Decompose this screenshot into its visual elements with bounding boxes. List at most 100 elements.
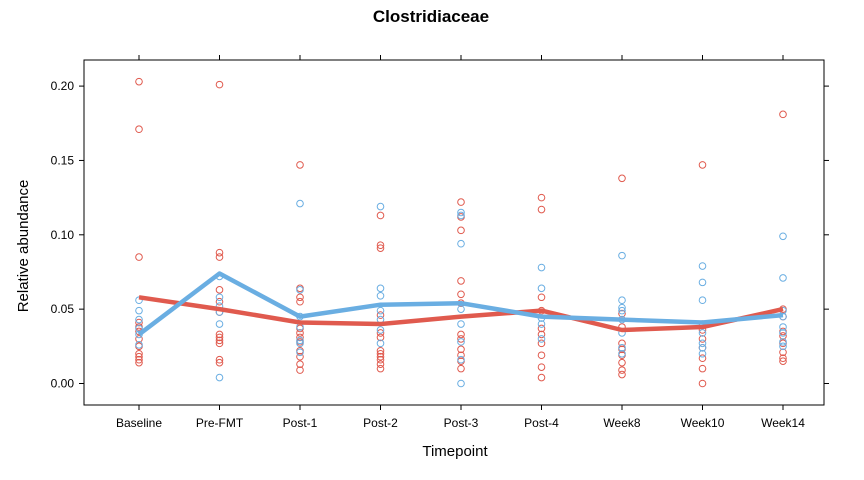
data-point-blue (215, 373, 224, 382)
data-point-red (296, 161, 304, 169)
data-point-blue (135, 341, 143, 349)
data-point-blue (618, 303, 626, 312)
y-tick-label: 0.15 (51, 153, 75, 167)
y-tick-label: 0.05 (51, 302, 75, 316)
data-point-red (376, 360, 385, 368)
data-point-blue (376, 306, 385, 315)
data-point-red (296, 333, 304, 342)
data-point-red (618, 370, 626, 379)
data-point-red (618, 174, 626, 183)
data-point-blue (457, 338, 465, 346)
data-point-blue (779, 274, 787, 282)
data-point-blue (618, 344, 626, 352)
data-point-blue (698, 344, 707, 352)
data-point-red (215, 355, 224, 364)
y-tick-label: 0.10 (51, 228, 75, 242)
data-point-red (698, 161, 707, 169)
data-point-blue (296, 286, 304, 294)
x-tick-label: Week14 (761, 416, 805, 430)
data-point-blue (618, 306, 626, 315)
y-axis-title: Relative abundance (15, 180, 32, 313)
x-tick-label: Post-1 (283, 416, 318, 430)
x-axis-title: Timepoint (422, 443, 488, 460)
y-tick-label: 0.00 (51, 377, 75, 391)
data-point-blue (537, 284, 546, 293)
data-point-blue (698, 278, 707, 287)
plot-frame (83, 59, 825, 406)
data-point-red (296, 293, 304, 302)
data-point-red (135, 77, 143, 86)
data-point-red (537, 205, 546, 214)
data-point-red (457, 345, 465, 354)
data-point-red (215, 336, 224, 345)
data-point-red (457, 351, 465, 360)
data-point-blue (698, 349, 707, 358)
data-point-blue (135, 306, 143, 315)
data-point-red (135, 335, 143, 343)
data-point-red (376, 333, 385, 342)
data-point-blue (457, 208, 465, 217)
data-point-red (296, 329, 304, 337)
data-point-red (376, 211, 385, 220)
data-point-red (779, 348, 787, 357)
data-point-blue (215, 320, 224, 328)
data-point-blue (376, 284, 385, 293)
data-point-red (618, 339, 626, 348)
data-point-blue (698, 262, 707, 270)
data-point-red (779, 332, 787, 340)
data-point-red (215, 80, 224, 89)
data-point-blue (457, 379, 465, 388)
data-point-red (376, 346, 385, 355)
data-point-red (296, 366, 304, 374)
data-point-red (537, 193, 546, 202)
data-point-red (698, 379, 707, 388)
x-tick-label: Post-4 (524, 416, 559, 430)
data-point-red (215, 297, 224, 306)
data-point-red (537, 293, 546, 302)
data-point-red (457, 330, 465, 339)
data-point-blue (779, 323, 787, 331)
chart-title: Clostridiaceae (373, 7, 489, 26)
data-point-blue (698, 329, 707, 337)
data-point-red (215, 339, 224, 348)
data-point-red (376, 355, 385, 364)
data-point-red (779, 357, 787, 365)
data-point-red (537, 373, 546, 382)
data-point-red (537, 339, 546, 348)
data-point-red (457, 290, 465, 299)
data-point-red (135, 355, 143, 364)
data-point-red (779, 354, 787, 363)
data-point-red (457, 198, 465, 206)
x-tick-label: Baseline (116, 416, 162, 430)
data-point-red (296, 360, 304, 368)
x-tick-label: Week10 (681, 416, 725, 430)
data-point-red (618, 309, 626, 318)
data-point-red (779, 110, 787, 119)
data-point-blue (376, 339, 385, 348)
data-point-red (215, 330, 224, 339)
data-point-red (457, 364, 465, 373)
x-tick-label: Week8 (603, 416, 640, 430)
y-tick-label: 0.20 (51, 79, 75, 93)
data-point-blue (618, 251, 626, 260)
series-line-red (138, 295, 784, 333)
data-point-red (376, 352, 385, 361)
data-point-red (698, 354, 707, 363)
data-points (135, 77, 787, 388)
data-point-blue (698, 296, 707, 305)
series-lines (137, 271, 784, 337)
data-point-blue (215, 293, 224, 302)
data-point-red (135, 352, 143, 361)
data-point-red (376, 329, 385, 337)
data-point-red (135, 125, 143, 134)
data-point-red (135, 318, 143, 327)
data-point-blue (296, 348, 304, 357)
data-point-red (376, 311, 385, 319)
data-point-blue (135, 296, 143, 305)
data-point-red (457, 335, 465, 343)
data-point-red (215, 248, 224, 257)
data-point-red (376, 244, 385, 252)
data-point-red (135, 253, 143, 261)
data-point-red (376, 241, 385, 250)
